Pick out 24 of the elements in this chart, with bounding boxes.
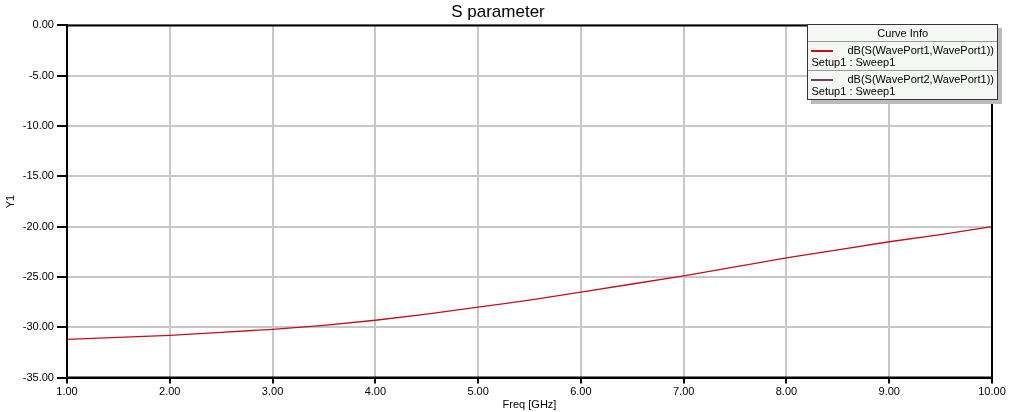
x-tick-label: 7.00 — [672, 385, 695, 398]
x-tick-label: 5.00 — [467, 385, 489, 398]
chart-title: S parameter — [451, 1, 546, 21]
y-tick-label: -30.00 — [22, 320, 54, 333]
y-tick-label: -25.00 — [22, 270, 54, 282]
x-tick-label: 6.00 — [570, 385, 592, 398]
x-axis-title: Freq [GHz] — [502, 398, 557, 411]
y-tick-label: -35.00 — [22, 370, 54, 383]
x-tick-label: 9.00 — [878, 385, 900, 398]
legend-label: dB(S(WavePort2,WavePort1)) Setup1 : Sweep1 — [811, 73, 994, 97]
y-axis-title: Y1 — [3, 194, 16, 209]
x-tick-label: 2.00 — [159, 385, 181, 398]
legend-label: dB(S(WavePort1,WavePort1)) Setup1 : Sweep1 — [811, 44, 994, 68]
y-tick-label: -20.00 — [22, 219, 54, 232]
x-tick-label: 3.00 — [261, 385, 284, 398]
legend-title: Curve Info — [808, 25, 997, 42]
y-tick-label: -5.00 — [28, 68, 54, 81]
x-tick-label: 4.00 — [364, 385, 387, 398]
x-tick-label: 10.00 — [978, 385, 1006, 398]
x-tick-label: 8.00 — [775, 385, 798, 398]
y-tick-label: 0.00 — [32, 18, 54, 31]
y-tick-label: -15.00 — [22, 169, 54, 182]
y-tick-label: -10.00 — [22, 119, 54, 132]
x-tick-label: 1.00 — [56, 385, 78, 398]
